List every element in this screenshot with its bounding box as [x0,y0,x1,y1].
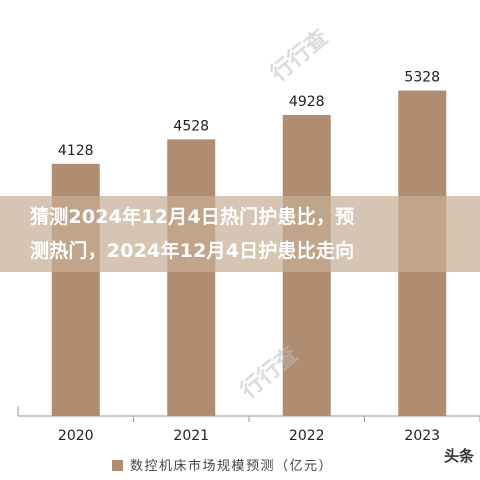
article-title-line-1: 猜测2024年12月4日热门护患比，预 [30,206,355,228]
x-tick-label-2022: 2022 [289,428,325,444]
value-label-2022: 4928 [289,94,325,110]
article-title: 猜测2024年12月4日热门护患比，预 测热门，2024年12月4日护患比走向 [30,200,470,268]
value-label-2021: 4528 [173,118,209,134]
legend-swatch [112,460,123,471]
bar-2021 [167,139,216,416]
x-tick-label-2023: 2023 [404,428,440,444]
value-label-2020: 4128 [58,143,94,159]
x-tick-label-2020: 2020 [58,428,94,444]
value-label-2023: 5328 [404,70,440,86]
title-overlay [0,196,480,272]
corner-logo: 头条 [443,447,474,465]
article-title-line-2: 测热门，2024年12月4日护患比走向 [30,240,355,262]
x-tick-label-2021: 2021 [173,428,209,444]
legend-label: 数控机床市场规模预测（亿元） [130,458,333,474]
